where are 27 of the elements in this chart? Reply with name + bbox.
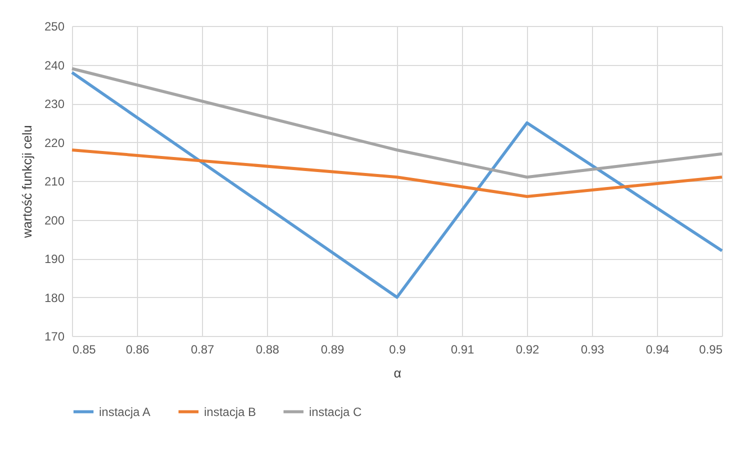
x-tick-label: 0.88 [256,342,280,356]
x-tick-label: 0.87 [190,342,214,356]
y-tick-label: 200 [44,213,65,228]
y-tick-label: 180 [44,290,65,305]
x-axis-title: α [394,366,402,380]
line-series [70,67,724,179]
y-tick-label: 240 [44,58,65,72]
y-axis-title: wartość funkcji celu [19,125,34,239]
x-tick-label: 0.93 [580,342,604,356]
x-tick-label: 0.95 [699,342,723,356]
y-tick-label: 220 [44,136,65,150]
legend-label: instacja B [204,404,256,419]
x-tick-label: 0.9 [389,342,406,356]
y-tick-label: 190 [44,252,65,266]
legend-label: instacja A [99,404,150,419]
x-tick-label: 0.86 [126,342,150,356]
x-tick-label: 0.85 [72,342,96,356]
legend-label: instacja C [309,404,362,419]
x-tick-label: 0.94 [646,342,670,356]
y-tick-label: 230 [44,97,65,111]
y-tick-label: 210 [44,174,65,188]
y-tick-label: 170 [44,330,65,344]
line-series [70,71,724,299]
x-tick-label: 0.89 [320,342,344,356]
y-tick-label: 250 [44,20,65,34]
x-tick-label: 0.92 [516,342,540,356]
x-tick-label: 0.91 [450,342,474,356]
